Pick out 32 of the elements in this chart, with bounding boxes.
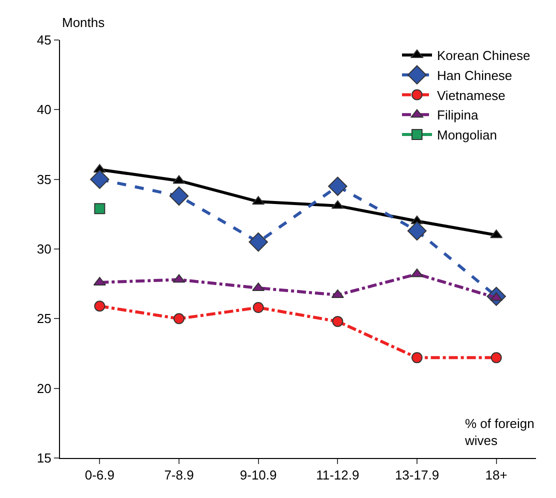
x-tick-label: 7-8.9: [164, 468, 194, 483]
point: [407, 221, 427, 240]
y-tick-label: 35: [36, 172, 52, 187]
legend-label: Korean Chinese: [437, 48, 530, 64]
legend-label: Vietnamese: [437, 88, 506, 103]
point: [412, 352, 422, 364]
legend-label: Mongolian: [437, 128, 497, 143]
legend-label: Han Chinese: [437, 68, 512, 83]
point: [248, 232, 268, 252]
x-tick-label: 0-6.9: [84, 468, 114, 483]
point: [94, 300, 106, 312]
y-tick-label: 45: [36, 32, 52, 48]
y-tick-label: 30: [36, 242, 52, 257]
point: [169, 186, 189, 206]
x-tick-label: 9-10.9: [240, 468, 277, 483]
point: [332, 316, 344, 327]
y-tick-label: 40: [36, 102, 52, 118]
x-tick-label: 11-12.9: [316, 468, 360, 483]
point: [490, 352, 502, 364]
point: [94, 203, 106, 214]
x-tick-label: 18+: [485, 468, 508, 483]
legend-label: Filipina: [437, 108, 479, 123]
point: [90, 170, 110, 189]
x-tick-label: 13-17.9: [394, 468, 440, 483]
y-tick-label: 25: [36, 311, 52, 326]
point: [174, 313, 184, 324]
annotation: % of foreign wives: [464, 416, 534, 448]
y-tick-label: 15: [36, 450, 52, 466]
point: [328, 176, 348, 196]
point: [252, 302, 264, 314]
y-tick-label: 20: [36, 380, 52, 396]
y-axis-title: Months: [62, 15, 106, 30]
